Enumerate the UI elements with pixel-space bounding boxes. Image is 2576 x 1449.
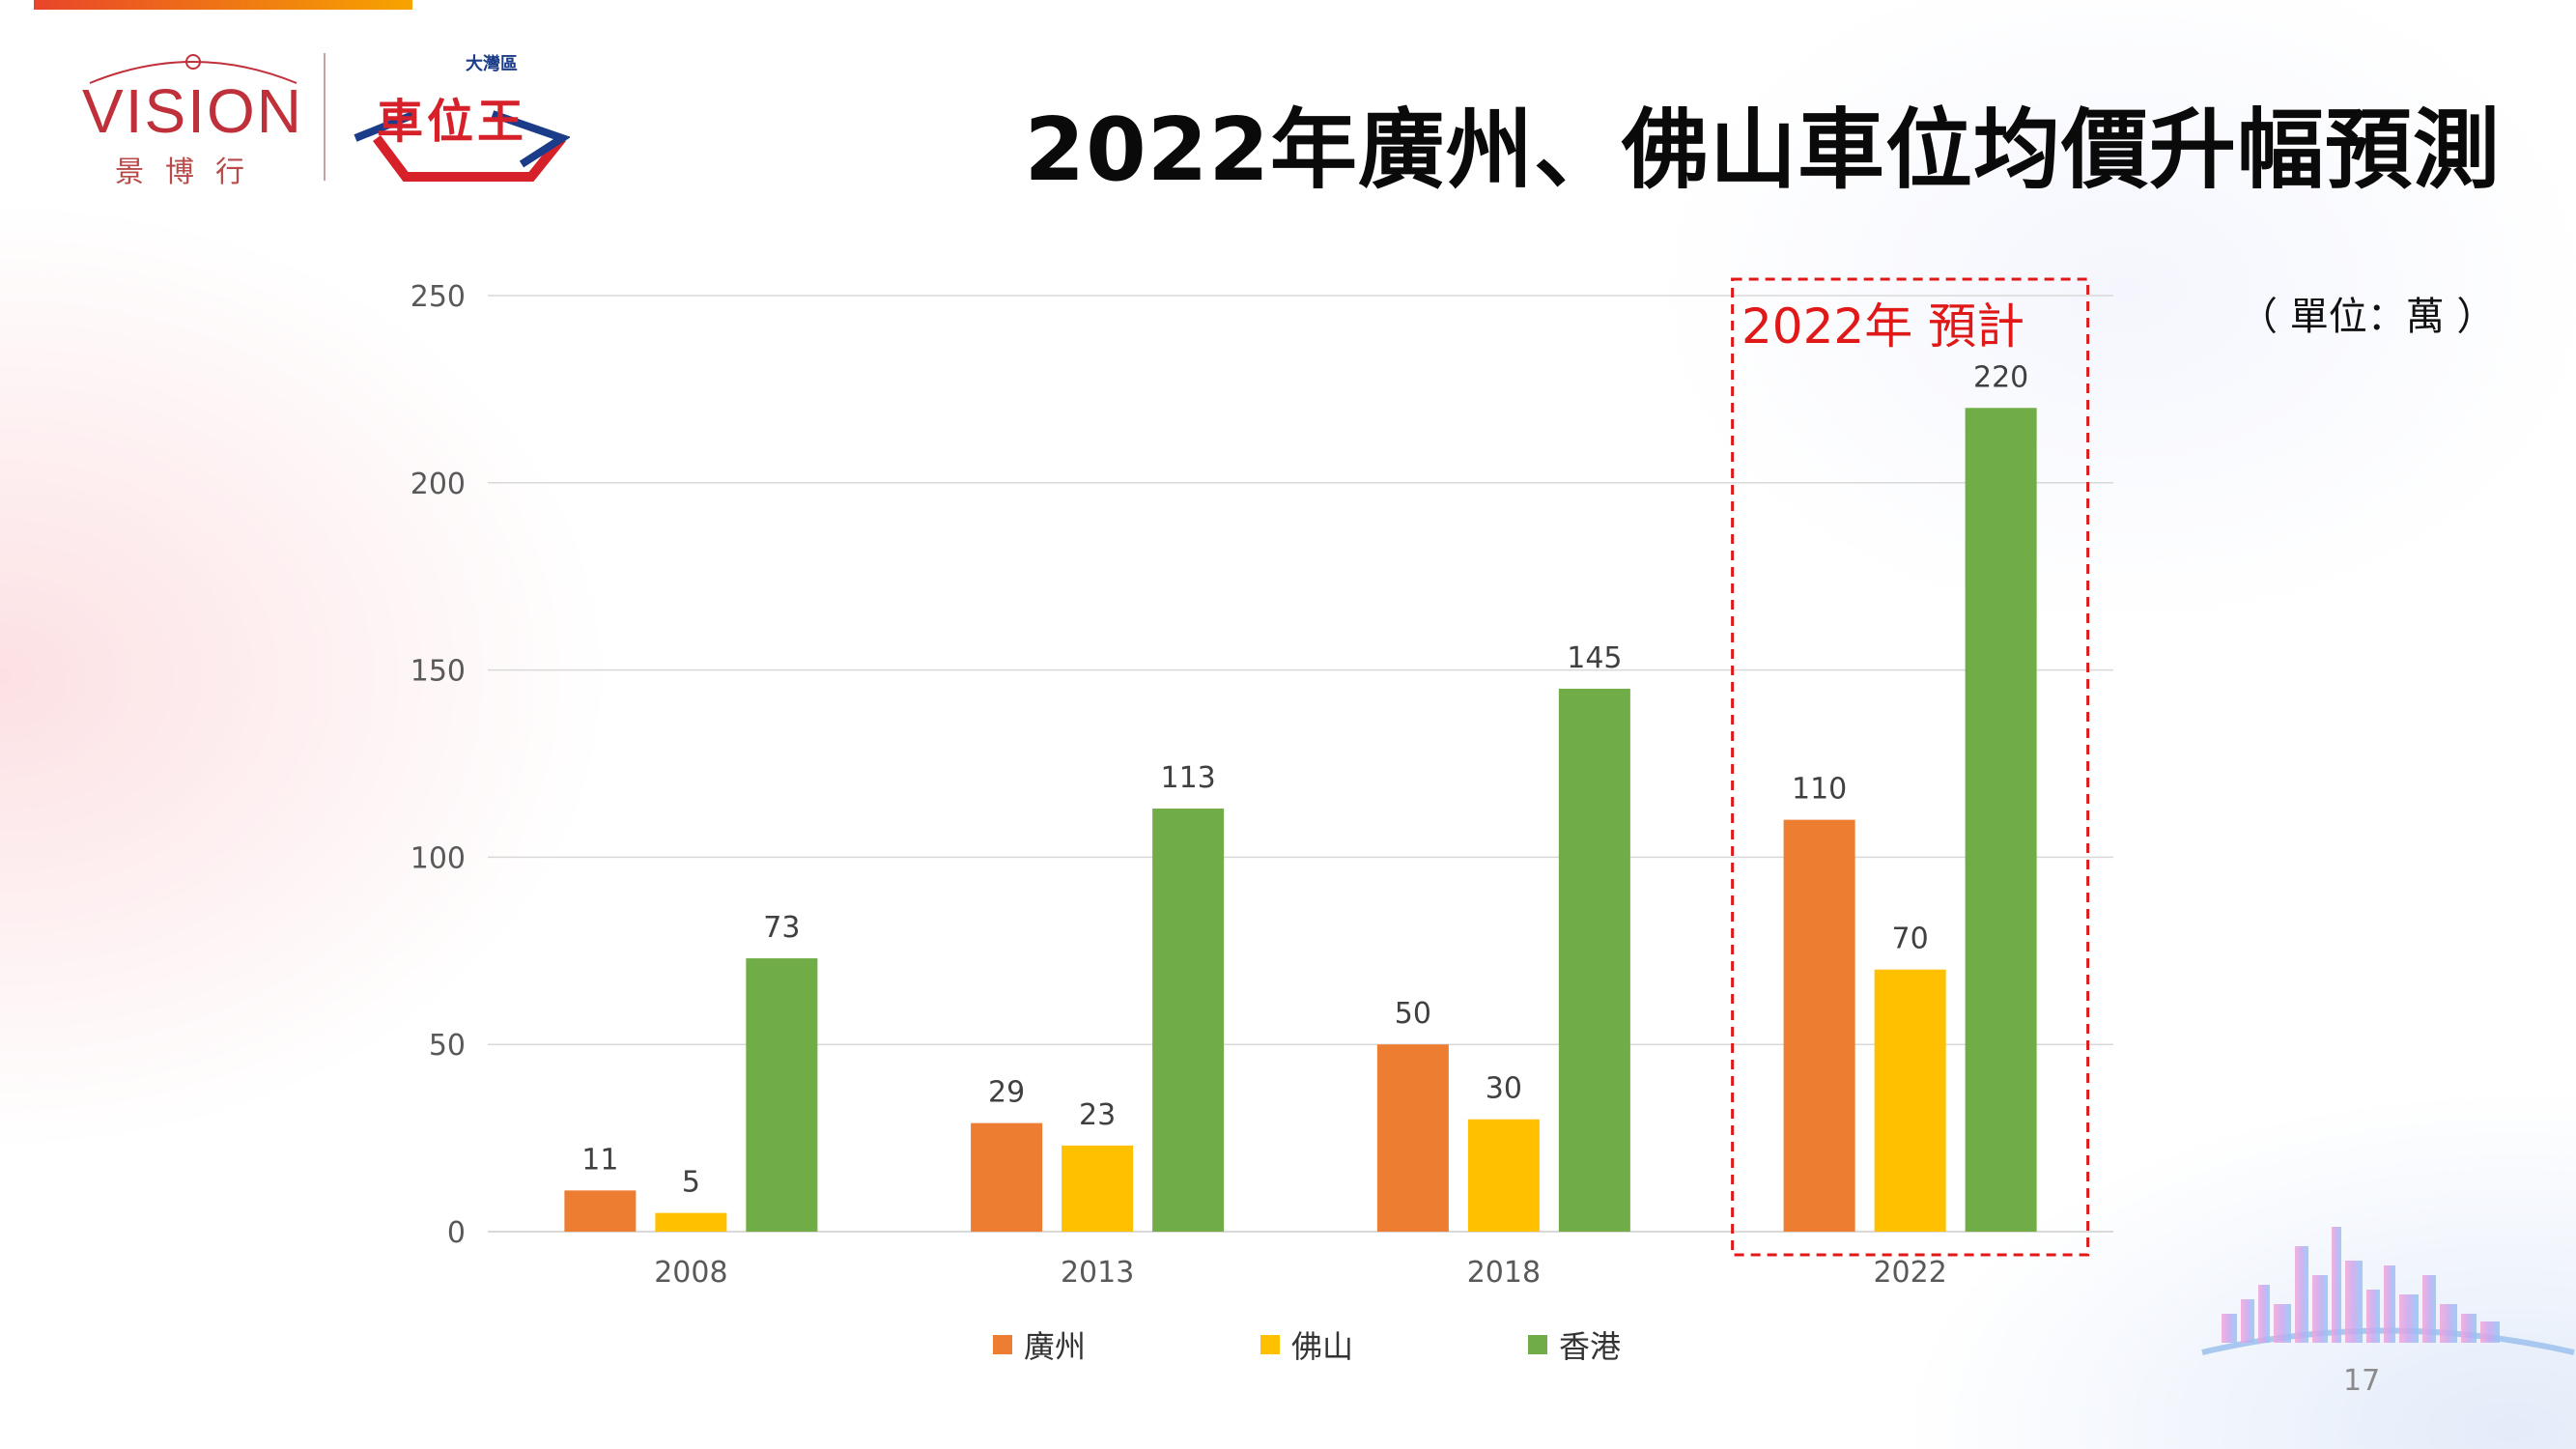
y-tick-label: 150: [410, 655, 466, 689]
logo-divider: [324, 53, 326, 181]
unit-label: （ 單位：萬 ）: [2239, 295, 2496, 339]
data-label-foshan-2022: 70: [1892, 923, 1929, 956]
x-tick-label: 2022: [1873, 1256, 1946, 1290]
legend-swatch-foshan: [1260, 1335, 1280, 1354]
cwk-logo-name: 車位王: [377, 95, 528, 149]
bar-foshan-2013: [1062, 1145, 1134, 1232]
cwk-logo-shape-icon: [354, 110, 570, 182]
bar-foshan-2018: [1467, 1119, 1540, 1232]
data-label-guangzhou-2008: 11: [581, 1143, 618, 1177]
bar-guangzhou-2022: [1783, 819, 1855, 1232]
y-tick-label: 200: [410, 468, 466, 501]
y-tick-label: 100: [410, 841, 466, 875]
y-tick-label: 0: [447, 1216, 466, 1250]
bar-hongkong-2022: [1965, 408, 2037, 1232]
cwk-logo-region: 大灣區: [466, 54, 518, 74]
legend-swatch-guangzhou: [993, 1335, 1012, 1354]
bar-guangzhou-2008: [564, 1190, 637, 1232]
bar-hongkong-2008: [746, 958, 818, 1232]
legend-label-foshan: 佛山: [1291, 1328, 1354, 1365]
x-tick-label: 2008: [654, 1256, 727, 1290]
legend-item-hongkong: 香港: [1528, 1325, 1622, 1365]
data-label-foshan-2008: 5: [682, 1166, 700, 1200]
data-label-hongkong-2013: 113: [1160, 761, 1215, 795]
data-label-guangzhou-2018: 50: [1395, 997, 1431, 1031]
vision-logo-arc-icon: [89, 54, 297, 84]
legend-label-guangzhou: 廣州: [1024, 1328, 1087, 1365]
cwk-logo: 大灣區 車位王: [348, 46, 570, 191]
x-tick-label: 2018: [1467, 1256, 1541, 1290]
page-number: 17: [2343, 1364, 2381, 1398]
x-tick-label: 2013: [1061, 1256, 1134, 1290]
data-label-hongkong-2018: 145: [1567, 641, 1622, 675]
city-skyline-icon: [2201, 1227, 2575, 1355]
page-title: 2022年廣州、佛山車位均價升幅預測: [1024, 99, 2501, 201]
y-tick-label: 250: [410, 280, 466, 314]
data-label-foshan-2018: 30: [1486, 1072, 1522, 1106]
forecast-highlight-box: [1731, 277, 2090, 1257]
legend-item-foshan: 佛山: [1260, 1325, 1354, 1365]
bar-foshan-2022: [1874, 969, 1946, 1232]
bar-hongkong-2018: [1558, 688, 1630, 1232]
bar-foshan-2008: [655, 1212, 727, 1232]
data-label-foshan-2013: 23: [1079, 1098, 1116, 1132]
y-tick-label: 50: [429, 1029, 466, 1063]
bar-guangzhou-2018: [1376, 1044, 1449, 1232]
data-label-guangzhou-2022: 110: [1792, 773, 1847, 807]
vision-logo-subtitle: 景博行: [115, 156, 266, 189]
forecast-label: 2022年 預計: [1741, 298, 2025, 355]
bar-guangzhou-2013: [971, 1122, 1043, 1232]
legend-item-guangzhou: 廣州: [993, 1325, 1087, 1365]
data-label-guangzhou-2013: 29: [988, 1076, 1025, 1110]
data-label-hongkong-2008: 73: [763, 911, 800, 945]
vision-logo-word: VISION: [82, 76, 303, 146]
vision-logo: VISION 景博行: [82, 46, 304, 191]
legend-label-hongkong: 香港: [1559, 1328, 1622, 1365]
legend-swatch-hongkong: [1528, 1335, 1547, 1354]
bar-hongkong-2013: [1152, 809, 1225, 1232]
top-accent-bar: [34, 0, 412, 10]
data-label-hongkong-2022: 220: [1973, 360, 2028, 394]
